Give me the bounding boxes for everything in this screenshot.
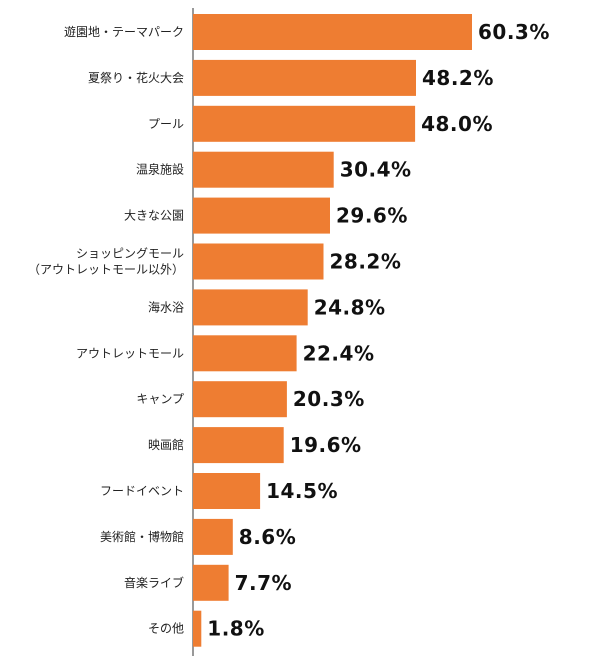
value-label-5: 29.6% [336, 204, 408, 228]
category-label-line: その他 [148, 622, 184, 636]
value-label-14: 1.8% [207, 617, 264, 641]
category-label-14: その他 [148, 622, 184, 636]
value-label-10: 19.6% [290, 433, 362, 457]
value-label-1: 60.3% [478, 20, 550, 44]
category-label-line: 遊園地・テーマパーク [64, 24, 184, 39]
bars [193, 14, 472, 647]
value-label-7: 24.8% [314, 295, 386, 319]
category-label-line: ショッピングモール [76, 247, 184, 261]
category-label-8: アウトレットモール [76, 346, 184, 360]
bar-9 [193, 381, 287, 418]
bar-7 [193, 289, 308, 326]
category-label-line: （アウトレットモール以外） [28, 263, 184, 277]
category-label-1: 遊園地・テーマパーク [64, 24, 184, 39]
category-label-3: プール [148, 117, 184, 131]
bar-11 [193, 473, 261, 509]
bar-8 [193, 335, 297, 372]
category-label-line: アウトレットモール [76, 346, 184, 360]
category-label-line: 美術館・博物館 [100, 529, 184, 544]
category-label-7: 海水浴 [148, 299, 184, 314]
category-label-line: 大きな公園 [124, 209, 184, 223]
bar-14 [193, 610, 202, 647]
bar-4 [193, 151, 334, 188]
value-labels: 60.3% 48.2% 48.0% 30.4% 29.6% 28.2% 24.8% 22.4%… [207, 20, 550, 641]
category-label-line: 夏祭り・花火大会 [88, 70, 184, 85]
category-label-9: キャンプ [136, 392, 184, 406]
category-label-13: 音楽ライブ [124, 575, 184, 590]
category-label-11: フードイベント [100, 484, 184, 498]
category-label-2: 夏祭り・花火大会 [88, 70, 184, 85]
bar-13 [193, 564, 229, 601]
category-label-line: 温泉施設 [136, 162, 184, 177]
category-label-line: 海水浴 [148, 299, 184, 314]
category-label-line: フードイベント [100, 484, 184, 498]
category-label-4: 温泉施設 [136, 162, 184, 177]
value-label-13: 7.7% [235, 571, 292, 595]
bar-10 [193, 427, 284, 464]
bar-6 [193, 243, 324, 280]
category-label-10: 映画館 [148, 437, 184, 452]
bar-3 [193, 105, 416, 142]
value-label-6: 28.2% [330, 250, 402, 274]
value-label-12: 8.6% [239, 525, 296, 549]
category-label-line: プール [148, 117, 184, 131]
category-label-line: 映画館 [148, 437, 184, 452]
value-label-3: 48.0% [421, 112, 493, 136]
value-label-9: 20.3% [293, 387, 365, 411]
value-label-8: 22.4% [303, 341, 375, 365]
value-label-11: 14.5% [266, 479, 338, 503]
bar-5 [193, 197, 330, 234]
category-label-6: ショッピングモール （アウトレットモール以外） [28, 247, 184, 277]
category-label-5: 大きな公園 [124, 209, 184, 223]
category-label-12: 美術館・博物館 [100, 529, 184, 544]
bar-12 [193, 518, 233, 555]
bar-2 [193, 59, 416, 96]
bar-1 [193, 14, 472, 50]
category-label-line: キャンプ [136, 392, 184, 406]
value-label-4: 30.4% [340, 158, 412, 182]
value-label-2: 48.2% [422, 66, 494, 90]
category-label-line: 音楽ライブ [124, 575, 184, 590]
